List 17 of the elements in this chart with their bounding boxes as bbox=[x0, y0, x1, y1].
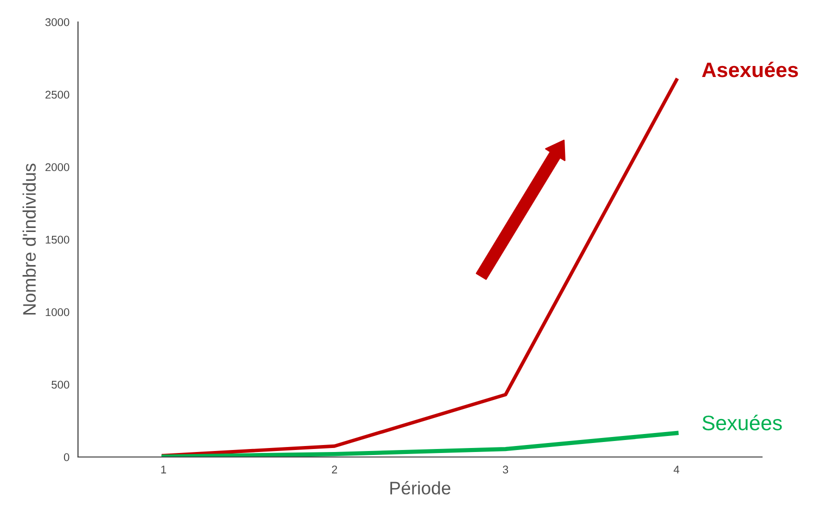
y-tick-label: 500 bbox=[52, 380, 70, 389]
x-tick-label: 2 bbox=[332, 466, 338, 474]
line-series bbox=[162, 78, 678, 457]
y-tick-label: 2500 bbox=[46, 90, 70, 99]
y-tick-label: 1500 bbox=[46, 236, 70, 244]
y-tick-label: 1000 bbox=[46, 308, 70, 316]
series-label: Asexuées bbox=[702, 62, 798, 78]
y-tick-label: 2000 bbox=[46, 163, 70, 172]
x-tick-label: 3 bbox=[502, 466, 508, 474]
x-axis-title: Période bbox=[390, 481, 450, 495]
series-label: Sexuées bbox=[702, 414, 782, 430]
y-tick-label: 3000 bbox=[45, 18, 70, 26]
y-axis-title: Nombre d'individus bbox=[22, 164, 36, 315]
y-tick-label: 0 bbox=[64, 453, 70, 462]
x-tick-label: 4 bbox=[674, 466, 680, 474]
x-tick-label: 1 bbox=[161, 466, 166, 474]
line-series bbox=[161, 430, 679, 457]
